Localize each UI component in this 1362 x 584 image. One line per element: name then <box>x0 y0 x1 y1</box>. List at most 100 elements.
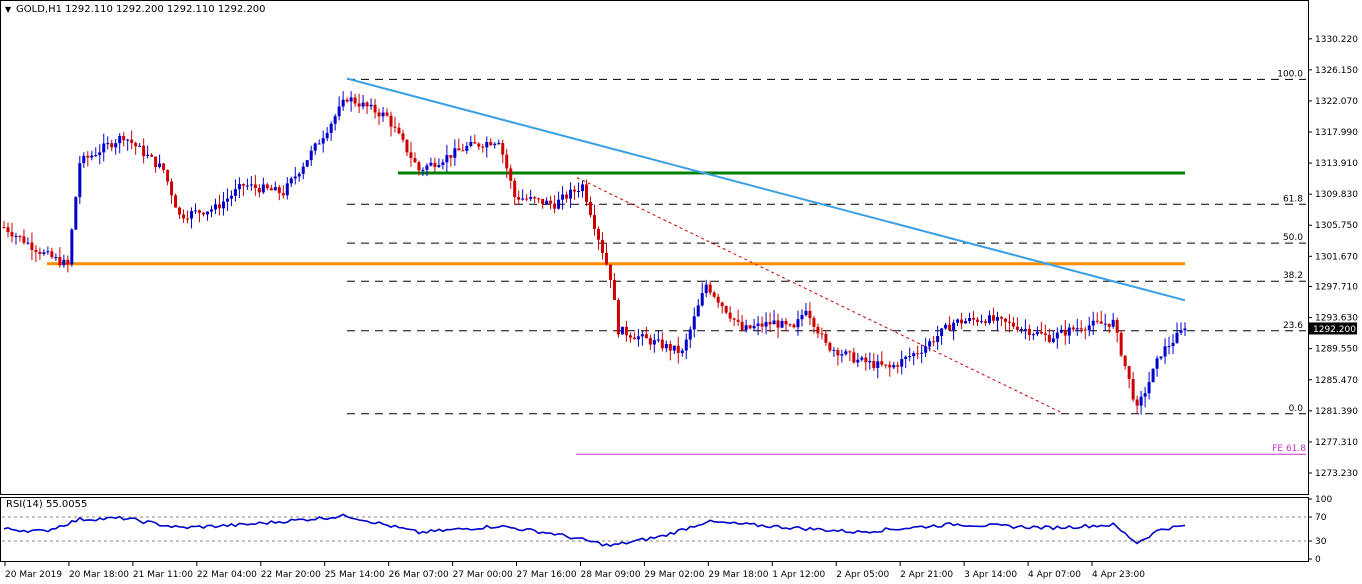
candle-body <box>253 184 257 189</box>
symbol-menu-icon[interactable]: ▼ <box>5 5 12 14</box>
candle-body <box>932 341 936 343</box>
candle <box>110 139 114 152</box>
candle <box>465 141 469 154</box>
candle-body <box>864 357 868 363</box>
candle-body <box>229 195 233 199</box>
fe-level-label: FE 61.8 <box>1272 444 1306 454</box>
candle <box>473 134 477 144</box>
candle <box>549 195 553 210</box>
candle <box>413 152 417 163</box>
candle <box>1159 356 1163 361</box>
candle-body <box>600 239 604 253</box>
candle-body <box>557 199 561 209</box>
candle-body <box>796 319 800 328</box>
candle <box>608 264 612 288</box>
candle <box>277 185 281 201</box>
candle <box>1143 386 1147 408</box>
candle <box>1031 332 1035 341</box>
candle <box>856 352 860 368</box>
candle <box>676 336 680 364</box>
candle-body <box>533 197 537 199</box>
candle-body <box>561 194 565 200</box>
candle <box>233 179 237 202</box>
candle-body <box>968 318 972 322</box>
candle <box>389 111 393 137</box>
x-axis-label: 4 Apr 07:00 <box>1028 570 1081 580</box>
candle-body <box>309 150 313 161</box>
candle-body <box>944 324 948 329</box>
candle-body <box>325 132 329 139</box>
candle-body <box>158 163 162 167</box>
candle-body <box>162 163 166 171</box>
candle <box>585 179 589 207</box>
candle <box>916 345 920 360</box>
rsi-label: RSI(14) 55.0055 <box>6 499 88 510</box>
y-axis-label: 1309.830 <box>1315 190 1358 200</box>
y-axis-label: 1289.550 <box>1315 345 1358 355</box>
candle-body <box>349 97 353 102</box>
candle-body <box>82 155 86 164</box>
candle-body <box>357 103 361 107</box>
candle-body <box>987 315 991 323</box>
candle-body <box>700 293 704 306</box>
candle-body <box>461 150 465 152</box>
candle-body <box>1103 323 1107 325</box>
candle <box>313 142 317 155</box>
candle-body <box>70 229 74 265</box>
candle <box>788 323 792 327</box>
candle-body <box>241 184 245 186</box>
candle <box>205 211 209 221</box>
candle <box>285 177 289 200</box>
candle <box>808 302 812 326</box>
candle-body <box>377 112 381 117</box>
candle-body <box>289 178 293 184</box>
candle <box>908 347 912 362</box>
candle-body <box>744 325 748 330</box>
candle <box>221 191 225 216</box>
candle-body <box>980 321 984 323</box>
candle <box>792 323 796 329</box>
candle-body <box>876 361 880 368</box>
candle-body <box>118 135 122 144</box>
candle <box>90 150 94 161</box>
candle <box>1183 322 1187 337</box>
candle-body <box>126 139 130 141</box>
candle-body <box>828 342 832 351</box>
candle-body <box>652 340 656 345</box>
candle-body <box>776 320 780 328</box>
candle-body <box>764 321 768 327</box>
candle <box>70 228 74 267</box>
fib-level-label: 100.0 <box>1277 69 1303 79</box>
candle <box>932 336 936 347</box>
rsi-axis-label: 70 <box>1315 513 1327 523</box>
candle-body <box>178 207 182 215</box>
y-axis-label: 1317.990 <box>1315 128 1358 138</box>
candle-body <box>269 188 273 191</box>
candle <box>940 328 944 345</box>
candle-body <box>194 210 198 212</box>
x-axis-label: 2 Apr 05:00 <box>836 570 889 580</box>
candle-body <box>880 361 884 365</box>
candle-body <box>489 142 493 146</box>
candle <box>1079 320 1083 334</box>
candle <box>756 315 760 336</box>
candle-body <box>780 321 784 328</box>
candle <box>381 106 385 122</box>
candle <box>1123 355 1127 370</box>
candle <box>776 313 780 339</box>
candle-body <box>545 200 549 204</box>
candle <box>541 198 545 209</box>
y-axis-label: 1293.630 <box>1315 314 1358 324</box>
x-axis-label: 20 Mar 2019 <box>5 570 62 580</box>
candle-body <box>608 264 612 281</box>
candle-body <box>984 321 988 323</box>
candle <box>186 210 190 224</box>
fib-level-label: 38.2 <box>1283 271 1303 281</box>
candle <box>425 163 429 177</box>
candle <box>960 312 964 330</box>
candle-body <box>417 162 421 171</box>
candle-body <box>1143 393 1147 397</box>
candle <box>26 237 30 245</box>
candle <box>620 326 624 335</box>
